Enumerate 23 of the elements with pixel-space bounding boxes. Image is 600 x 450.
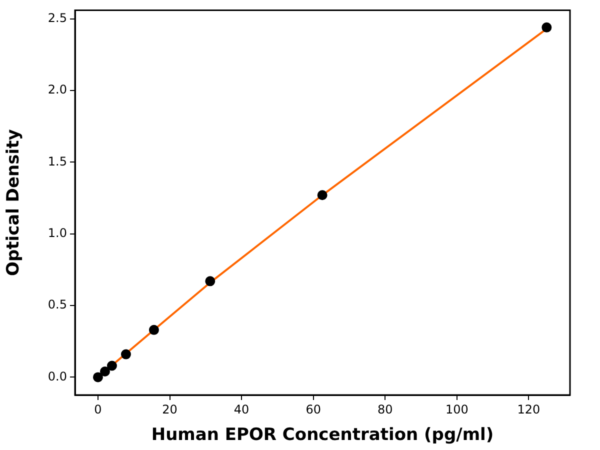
x-axis-title: Human EPOR Concentration (pg/ml) — [151, 425, 494, 446]
y-tick-label: 0.5 — [48, 298, 67, 312]
x-tick-label: 100 — [445, 402, 468, 416]
x-tick-label: 120 — [517, 402, 540, 416]
point — [92, 372, 103, 382]
point — [120, 349, 131, 360]
x-tick-label: 0 — [94, 402, 102, 416]
x-tick-label: 40 — [234, 402, 250, 416]
x-tick-label: 20 — [162, 402, 178, 416]
point — [106, 360, 117, 371]
y-tick-label: 0.0 — [48, 369, 67, 384]
x-tick-label: 80 — [377, 402, 393, 416]
point — [317, 190, 328, 200]
point — [205, 276, 216, 286]
x-tick-label: 60 — [306, 402, 321, 416]
y-tick-label: 1.5 — [48, 154, 67, 168]
y-tick-label: 2.5 — [48, 10, 67, 25]
y-axis-title: Optical Density — [4, 129, 24, 276]
y-tick-label: 1.0 — [48, 226, 67, 240]
point — [542, 22, 552, 32]
point — [100, 366, 110, 376]
y-tick-label: 2.0 — [48, 82, 67, 97]
point — [148, 324, 159, 335]
